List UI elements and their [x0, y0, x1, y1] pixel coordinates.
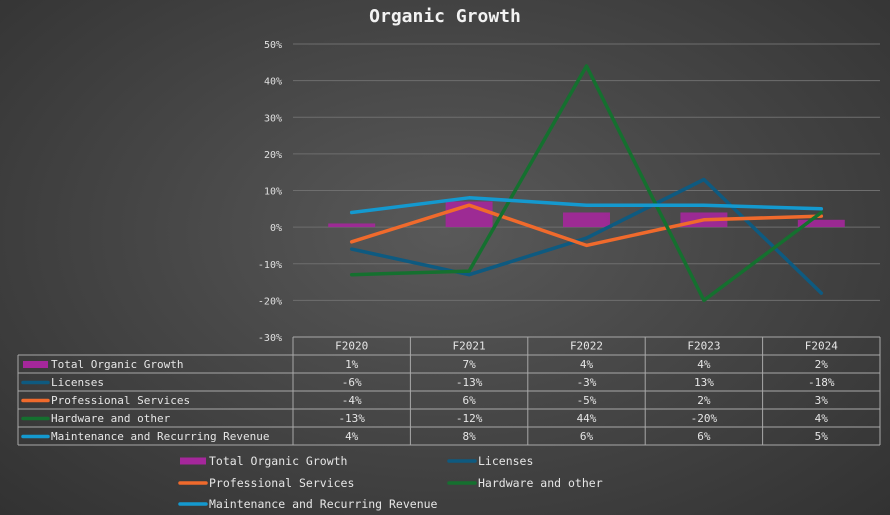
table-header-f2023: F2023 [687, 340, 720, 353]
bar-total-organic-growth-f2024 [797, 219, 845, 228]
table-key-total-organic-growth [23, 361, 48, 368]
data-table: F2020 F2021 F2022 F2023 F2024 Total Organic G… [17, 336, 881, 446]
legend-label-total-organic-growth: Total Organic Growth [209, 454, 347, 468]
y-tick-label: 40% [264, 77, 282, 88]
table-row-label: Maintenance and Recurring Revenue [51, 430, 270, 443]
legend: Total Organic Growth Licenses Professional… [178, 454, 603, 511]
table-cell: 6% [580, 430, 594, 443]
table-header-f2020: F2020 [335, 340, 368, 353]
table-row-label: Hardware and other [51, 412, 171, 425]
table-header-f2022: F2022 [570, 340, 603, 353]
table-cell: 6% [697, 430, 711, 443]
table-cell: 6% [462, 394, 476, 407]
table-cell: 8% [462, 430, 476, 443]
bar-series [328, 201, 845, 228]
table-cell: -12% [456, 412, 483, 425]
legend-key-total-organic-growth [180, 457, 206, 465]
table-cell: -13% [456, 376, 483, 389]
line-hardware-and-other [349, 64, 824, 303]
table-cell: 7% [462, 358, 476, 371]
gridlines [293, 43, 880, 338]
line-licenses [349, 177, 824, 295]
chart-title: Organic Growth [369, 6, 521, 27]
y-axis-ticks: -30% -20% -10% 0% 10% 20% 30% 40% 50% [258, 40, 282, 344]
table-cell: 13% [694, 376, 714, 389]
table-cell: 2% [815, 358, 829, 371]
y-tick-label: 20% [264, 150, 282, 161]
table-header-f2021: F2021 [453, 340, 486, 353]
table-row-label: Total Organic Growth [51, 358, 183, 371]
table-cell: 44% [577, 412, 597, 425]
table-cell: 3% [815, 394, 829, 407]
table-cell: -4% [342, 394, 362, 407]
y-tick-label: -10% [258, 260, 282, 271]
legend-label-professional-services: Professional Services [209, 476, 354, 490]
line-professional-services [349, 203, 824, 248]
table-row-label: Professional Services [51, 394, 190, 407]
table-cell: -18% [808, 376, 835, 389]
table-cell: 2% [697, 394, 711, 407]
y-tick-label: 0% [270, 223, 282, 234]
y-tick-label: 50% [264, 40, 282, 51]
line-maintenance-and-recurring-revenue [349, 196, 824, 215]
table-cell: 4% [815, 412, 829, 425]
table-cell: 4% [697, 358, 711, 371]
line-series [349, 64, 824, 303]
table-cell: -5% [577, 394, 597, 407]
y-tick-label: 10% [264, 187, 282, 198]
table-cell: -20% [691, 412, 718, 425]
bar-total-organic-growth-f2020 [328, 223, 376, 228]
legend-label-maintenance-and-recurring-revenue: Maintenance and Recurring Revenue [209, 497, 438, 511]
table-cell: 4% [580, 358, 594, 371]
table-cell: 5% [815, 430, 829, 443]
y-tick-label: -30% [258, 333, 282, 344]
y-tick-label: -20% [258, 296, 282, 307]
table-cell: -3% [577, 376, 597, 389]
table-cell: -6% [342, 376, 362, 389]
table-cell: 1% [345, 358, 359, 371]
y-tick-label: 30% [264, 113, 282, 124]
legend-label-licenses: Licenses [478, 454, 533, 468]
table-header-f2024: F2024 [805, 340, 838, 353]
bar-total-organic-growth-f2022 [563, 212, 610, 228]
table-cell: -13% [338, 412, 365, 425]
table-row-label: Licenses [51, 376, 104, 389]
legend-label-hardware-and-other: Hardware and other [478, 476, 603, 490]
table-cell: 4% [345, 430, 359, 443]
